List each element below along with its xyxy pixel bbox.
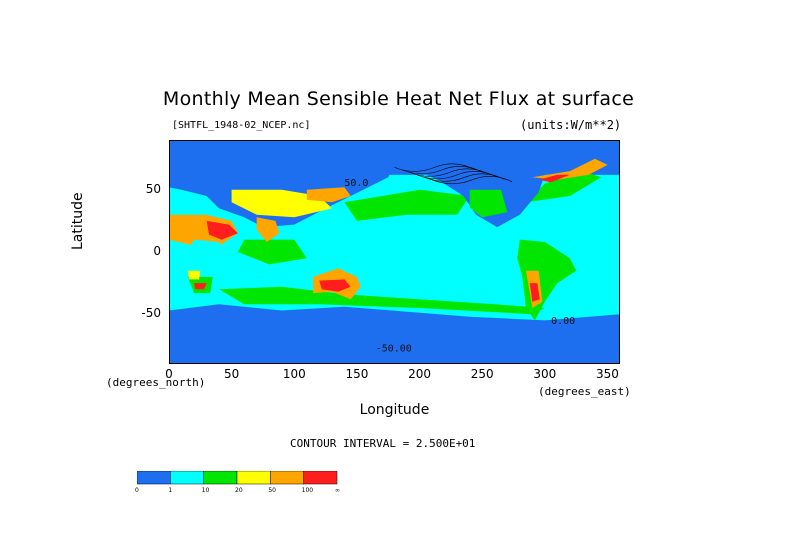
east-asia (306, 187, 351, 203)
chart-title: Monthly Mean Sensible Heat Net Flux at s… (162, 88, 635, 110)
contour-interval-label: CONTOUR INTERVAL = 2.500E+01 (290, 437, 476, 450)
contour-label: 50.0 (344, 178, 368, 189)
angola (187, 270, 201, 280)
y-tick-label: -50 (141, 306, 161, 321)
indian-ocean-band (237, 239, 307, 265)
colorbar-swatch (170, 471, 204, 485)
colorbar-label: 100 (301, 487, 314, 494)
arabia (206, 220, 238, 240)
heatmap-plot: 50.0 0.00 -50.00 (169, 140, 620, 364)
colorbar-swatch (303, 471, 338, 485)
x-tick-label: 300 (533, 367, 557, 381)
x-tick-label: 350 (596, 367, 619, 381)
colorbar (137, 471, 338, 485)
north-pacific-band (344, 189, 470, 221)
y-axis-label: Latitude (70, 192, 86, 250)
colorbar-swatch (236, 471, 271, 485)
contour-label: 0.00 (551, 316, 575, 327)
colorbar-label: 1 (168, 487, 173, 494)
contour-label: -50.00 (376, 344, 412, 355)
x-axis-label-text: Longitude (359, 402, 430, 418)
x-tick-label: 50 (223, 367, 240, 381)
x-tick-label: 200 (408, 367, 431, 381)
x-tick-label: 0 (165, 367, 173, 381)
kalahari (194, 283, 207, 290)
contour-line (424, 173, 505, 182)
colorbar-label: 50 (268, 487, 276, 494)
patagonia (529, 283, 540, 302)
y-unit-label: (degrees_north) (106, 376, 206, 389)
labrador-sea (532, 158, 608, 180)
labrador-core (538, 174, 570, 183)
y-tick-label: 50 (145, 181, 161, 196)
australia-core (319, 279, 351, 292)
x-tick-label: 250 (470, 367, 494, 381)
colorbar-label: 20 (235, 487, 243, 494)
x-tick-label: 150 (345, 367, 369, 381)
colorbar-swatch (203, 471, 238, 485)
colorbar-swatch (137, 471, 171, 485)
southern-green-band (219, 286, 545, 315)
x-axis-label: Longitude (0, 402, 789, 418)
contour-line (394, 163, 475, 172)
colorbar-label: ∞ (335, 487, 340, 494)
colorbar-swatch (270, 471, 304, 485)
us-interior (469, 189, 508, 218)
contour-line (409, 168, 490, 177)
north-atlantic-band (526, 171, 602, 203)
file-label: [SHTFL_1948-02_NCEP.nc] (172, 120, 311, 131)
colorbar-label: 0 (135, 487, 139, 494)
contour-line (401, 166, 483, 175)
contour-line (416, 171, 498, 180)
antarctic-region (169, 326, 620, 364)
units-label: (units:W/m**2) (520, 118, 622, 132)
y-tick-label: 0 (153, 244, 161, 258)
x-tick-label: 100 (282, 367, 306, 381)
x-unit-label: (degrees_east) (538, 385, 631, 398)
india (256, 217, 280, 242)
contour-line (431, 176, 513, 185)
colorbar-label: 10 (201, 487, 210, 494)
central-africa (184, 239, 226, 277)
plot-frame (169, 140, 620, 364)
